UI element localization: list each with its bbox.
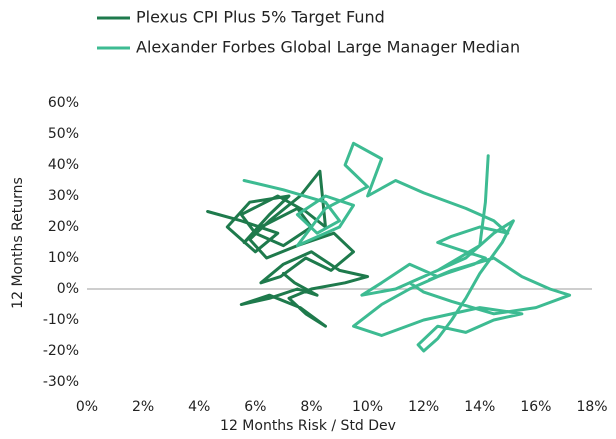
x-tick-label: 12% <box>408 399 439 415</box>
y-tick-label: -10% <box>43 312 79 328</box>
x-tick-label: 4% <box>188 399 210 415</box>
x-tick-label: 0% <box>76 399 98 415</box>
y-tick-label: 10% <box>48 250 79 266</box>
series-line <box>206 169 370 328</box>
x-tick-label: 8% <box>300 399 322 415</box>
y-tick-label: 40% <box>48 157 79 173</box>
y-tick-label: 60% <box>48 95 79 111</box>
y-tick-label: 30% <box>48 188 79 204</box>
x-axis-label: 12 Months Risk / Std Dev <box>220 418 396 434</box>
y-tick-label: 50% <box>48 126 79 142</box>
y-tick-label: 0% <box>57 281 79 297</box>
series-line <box>242 141 572 353</box>
x-tick-label: 6% <box>244 399 266 415</box>
x-tick-label: 10% <box>352 399 383 415</box>
legend-label: Alexander Forbes Global Large Manager Me… <box>136 38 520 57</box>
y-axis-label: 12 Months Returns <box>10 177 26 309</box>
x-tick-label: 18% <box>576 399 607 415</box>
x-tick-label: 2% <box>132 399 154 415</box>
legend-label: Plexus CPI Plus 5% Target Fund <box>136 8 385 27</box>
y-tick-label: -20% <box>43 343 79 359</box>
x-tick-label: 14% <box>464 399 495 415</box>
y-tick-label: 20% <box>48 219 79 235</box>
x-tick-label: 16% <box>520 399 551 415</box>
y-tick-label: -30% <box>43 374 79 390</box>
